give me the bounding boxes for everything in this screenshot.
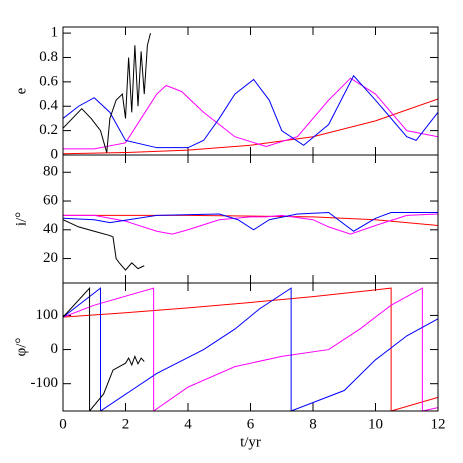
y-axis-label: e [13,87,29,94]
y-tick-label: 20 [43,250,58,266]
y-tick-label: 0 [51,146,59,162]
y-tick-label: 0.4 [39,98,58,114]
series-line [63,32,151,153]
panel-frame [62,154,439,284]
y-tick-label: 80 [43,164,58,180]
y-tick-label: 0.2 [39,122,58,138]
y-tick-label: 100 [36,307,59,323]
x-axis-label: t/yr [240,434,261,450]
y-tick-label: 60 [43,192,58,208]
x-tick-label: 6 [247,416,255,432]
panel-frame [62,282,439,412]
y-axis-label: i/° [13,212,29,226]
series-line [63,213,438,235]
series-line [63,77,438,150]
plot-area [63,32,438,155]
series-line [63,287,438,411]
series-line [63,287,438,411]
y-tick-label: 0.6 [39,73,58,89]
x-tick-label: 4 [184,416,192,432]
series-line [63,98,438,155]
series-line [63,219,145,271]
plot-area [63,286,438,411]
y-tick-label: 0.8 [39,49,58,65]
y-tick-label: 1 [51,25,59,41]
series-line [63,287,438,411]
x-tick-label: 2 [122,416,130,432]
panel-frame [62,26,439,156]
y-tick-label: 40 [43,221,58,237]
y-tick-label: -100 [31,375,59,391]
series-line [63,214,438,226]
y-axis-label: φ/° [13,338,29,357]
y-tick-label: 0 [51,341,59,357]
x-tick-label: 12 [431,416,446,432]
series-line [63,74,438,149]
x-tick-label: 0 [59,416,67,432]
plot-area [63,212,438,271]
x-tick-label: 10 [368,416,383,432]
series-line [63,212,438,232]
series-line [63,286,145,411]
x-tick-label: 8 [309,416,317,432]
